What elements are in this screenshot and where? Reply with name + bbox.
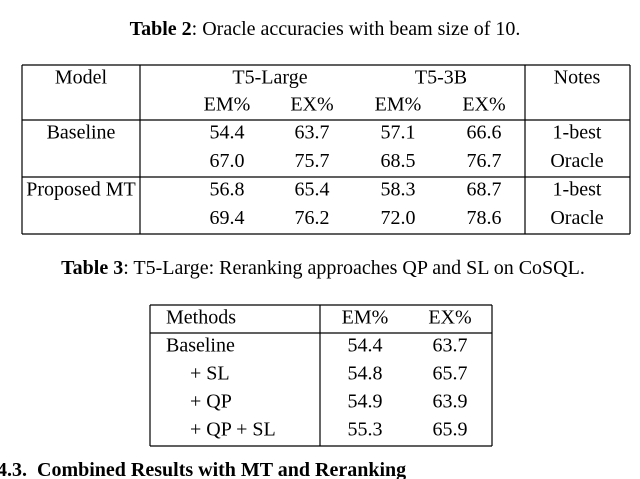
table-cell: 76.2 bbox=[295, 207, 330, 229]
table-cell: Oracle bbox=[550, 207, 603, 229]
section-title: Combined Results with MT and Reranking bbox=[37, 459, 406, 479]
caption-label: Table 2 bbox=[130, 18, 192, 40]
section-heading: 4.3. Combined Results with MT and Reranki… bbox=[0, 459, 406, 479]
table-cell: + QP bbox=[190, 391, 232, 413]
table-cell: 1-best bbox=[553, 122, 602, 144]
table2-rules bbox=[21, 64, 631, 235]
table-cell: 68.5 bbox=[381, 150, 416, 172]
header-cell: Methods bbox=[166, 307, 236, 329]
table-cell: 63.7 bbox=[433, 335, 468, 357]
table-cell: Oracle bbox=[550, 150, 603, 172]
header-cell: T5-Large bbox=[232, 67, 307, 89]
table2-caption: Table 2: Oracle accuracies with beam siz… bbox=[130, 18, 521, 40]
header-cell: Notes bbox=[554, 67, 601, 89]
header-cell: T5-3B bbox=[415, 67, 467, 89]
subheader-cell: EX% bbox=[462, 94, 505, 116]
header-cell: EM% bbox=[342, 307, 389, 329]
table-cell: 67.0 bbox=[210, 150, 245, 172]
subheader-cell: EM% bbox=[375, 94, 422, 116]
table-cell: 65.9 bbox=[433, 419, 468, 441]
table-cell: 56.8 bbox=[210, 179, 245, 201]
table-cell: 54.4 bbox=[348, 335, 383, 357]
table-cell: + QP + SL bbox=[190, 419, 276, 441]
table-cell: 57.1 bbox=[381, 122, 416, 144]
subheader-cell: EX% bbox=[290, 94, 333, 116]
table-cell: 55.3 bbox=[348, 419, 383, 441]
model-cell: Baseline bbox=[47, 122, 116, 144]
table-cell: 78.6 bbox=[467, 207, 502, 229]
table-cell: 69.4 bbox=[210, 207, 245, 229]
table-cell: 75.7 bbox=[295, 150, 330, 172]
table-cell: 63.9 bbox=[433, 391, 468, 413]
table-cell: 65.4 bbox=[295, 179, 330, 201]
caption-text: : T5-Large: Reranking approaches QP and … bbox=[123, 257, 585, 279]
header-cell: EX% bbox=[428, 307, 471, 329]
caption-text: : Oracle accuracies with beam size of 10… bbox=[192, 18, 521, 40]
table3-rules bbox=[149, 304, 493, 447]
table-cell: 63.7 bbox=[295, 122, 330, 144]
table-cell: 65.7 bbox=[433, 363, 468, 385]
table3-caption: Table 3: T5-Large: Reranking approaches … bbox=[61, 257, 585, 279]
table-cell: 76.7 bbox=[467, 150, 502, 172]
caption-label: Table 3 bbox=[61, 257, 123, 279]
section-number: 4.3. bbox=[0, 459, 27, 479]
table-cell: 54.8 bbox=[348, 363, 383, 385]
model-cell: Proposed MT bbox=[26, 179, 135, 201]
subheader-cell: EM% bbox=[204, 94, 251, 116]
table-cell: 54.4 bbox=[210, 122, 245, 144]
table-cell: 54.9 bbox=[348, 391, 383, 413]
table-cell: + SL bbox=[190, 363, 230, 385]
header-cell: Model bbox=[55, 67, 108, 89]
table-cell: 68.7 bbox=[467, 179, 502, 201]
table-cell: 66.6 bbox=[467, 122, 502, 144]
table-cell: 1-best bbox=[553, 179, 602, 201]
table-cell: 72.0 bbox=[381, 207, 416, 229]
table-cell: Baseline bbox=[166, 335, 235, 357]
table-cell: 58.3 bbox=[381, 179, 416, 201]
